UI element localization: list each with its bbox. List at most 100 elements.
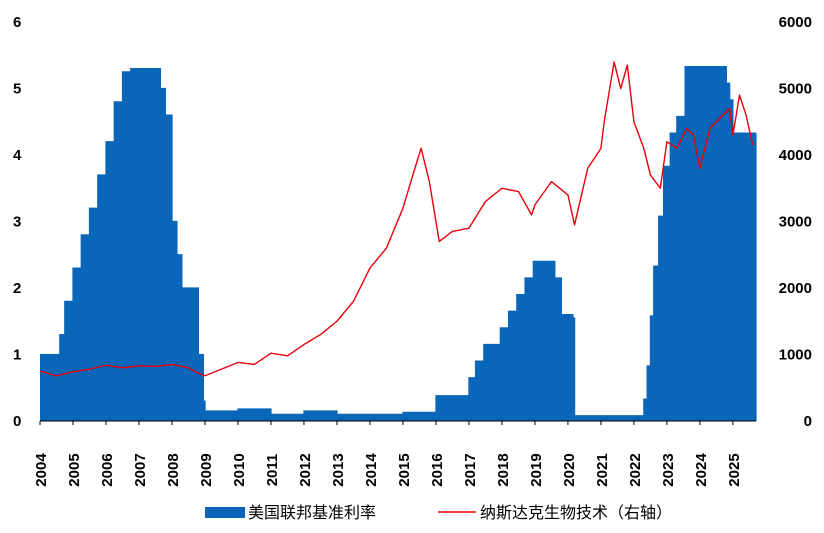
rate-bar xyxy=(551,261,556,421)
left-tick-label: 4 xyxy=(13,147,22,164)
rate-bar xyxy=(171,221,178,421)
x-tick-label: 2021 xyxy=(594,453,611,486)
rate-bar xyxy=(670,133,678,421)
legend: 美国联邦基准利率 纳斯达克生物技术（右轴） xyxy=(205,503,672,522)
x-tick-label: 2025 xyxy=(726,453,743,486)
rate-bar xyxy=(554,278,562,421)
left-tick-label: 3 xyxy=(13,214,21,231)
rate-bar xyxy=(483,344,501,421)
rate-bar xyxy=(122,71,132,422)
rate-bar xyxy=(435,395,467,421)
x-tick-label: 2011 xyxy=(264,454,281,487)
rate-bar xyxy=(237,409,272,421)
rate-bar xyxy=(732,133,750,421)
right-axis-ticks: 0 1000 2000 3000 4000 5000 6000 xyxy=(779,14,812,430)
x-tick-label: 2004 xyxy=(33,453,50,487)
rate-bar xyxy=(369,414,404,421)
rate-bar xyxy=(647,365,652,421)
rate-bar xyxy=(130,68,157,422)
rate-bar xyxy=(97,174,107,421)
rate-bar xyxy=(640,415,645,421)
rate-bar xyxy=(198,354,204,421)
rate-bar xyxy=(685,66,724,421)
rate-bar xyxy=(468,377,477,421)
rate-bar xyxy=(726,83,731,422)
rate-bar xyxy=(561,314,574,421)
rate-bar xyxy=(165,115,173,421)
rate-bar xyxy=(204,411,239,421)
x-tick-label: 2012 xyxy=(297,453,314,486)
right-tick-label: 5000 xyxy=(779,81,812,98)
right-tick-label: 1000 xyxy=(779,347,812,364)
rate-bar xyxy=(402,412,435,421)
rate-bar xyxy=(176,254,183,421)
x-tick-label: 2008 xyxy=(165,453,182,486)
rate-bar xyxy=(653,266,660,421)
left-axis-ticks: 0 1 2 3 4 5 6 xyxy=(13,14,22,430)
rate-bar xyxy=(658,216,665,421)
rate-bar xyxy=(303,411,338,421)
right-tick-label: 0 xyxy=(804,413,812,430)
nasdaq-biotech-line xyxy=(39,61,754,377)
left-tick-label: 1 xyxy=(13,347,21,364)
x-tick-label: 2014 xyxy=(363,453,380,487)
rate-bar xyxy=(729,99,734,421)
legend-label-nasdaq: 纳斯达克生物技术（右轴） xyxy=(480,503,672,522)
rate-bar xyxy=(114,101,124,422)
rate-bar xyxy=(59,334,66,421)
legend-swatch-rate xyxy=(205,507,245,518)
rate-bar xyxy=(53,354,61,421)
rate-bar xyxy=(643,399,648,421)
right-tick-label: 3000 xyxy=(779,214,812,231)
rate-bar xyxy=(160,88,166,421)
rate-bar xyxy=(749,133,757,421)
left-tick-label: 5 xyxy=(13,81,21,98)
rate-bar xyxy=(336,414,371,421)
rate-bar xyxy=(465,395,470,421)
x-tick-label: 2005 xyxy=(66,453,83,486)
rate-bar xyxy=(723,66,727,421)
rate-bar xyxy=(81,234,91,421)
right-tick-label: 2000 xyxy=(779,280,812,297)
legend-label-rate: 美国联邦基准利率 xyxy=(248,503,376,522)
left-tick-label: 2 xyxy=(13,280,21,297)
rate-bar xyxy=(105,141,115,421)
rate-bar xyxy=(525,278,534,421)
rate-bar xyxy=(155,68,162,422)
rate-bar xyxy=(475,361,485,421)
x-tick-label: 2006 xyxy=(99,453,116,486)
x-tick-label: 2022 xyxy=(627,453,644,486)
rate-bar xyxy=(574,415,642,421)
rate-bar xyxy=(676,116,686,422)
rate-bars xyxy=(40,66,757,422)
rate-bar xyxy=(73,268,82,421)
x-tick-label: 2015 xyxy=(396,453,413,486)
x-tick-label: 2024 xyxy=(693,453,710,487)
right-tick-label: 4000 xyxy=(779,147,812,164)
x-tick-label: 2007 xyxy=(132,453,149,486)
rate-bar xyxy=(650,315,655,421)
rate-bar xyxy=(434,412,437,421)
x-tick-label: 2009 xyxy=(198,453,215,486)
rate-bar xyxy=(508,311,518,421)
rate-bar xyxy=(270,414,305,421)
rate-bar xyxy=(64,301,74,421)
rate-bar xyxy=(89,208,99,421)
x-tick-label: 2019 xyxy=(528,453,545,486)
rate-bar xyxy=(533,261,553,421)
left-tick-label: 6 xyxy=(13,14,21,31)
rate-area-outline xyxy=(40,65,756,417)
x-tick-label: 2020 xyxy=(561,453,578,486)
x-tick-label: 2023 xyxy=(660,453,677,486)
x-tick-label: 2016 xyxy=(429,453,446,486)
rate-bar xyxy=(181,288,199,421)
right-tick-label: 6000 xyxy=(779,14,812,31)
rate-bar xyxy=(516,294,526,421)
x-tick-label: 2017 xyxy=(462,453,479,486)
x-tick-label: 2010 xyxy=(231,453,248,486)
rate-bar xyxy=(500,327,510,421)
rate-bar xyxy=(663,166,671,421)
x-tick-label: 2013 xyxy=(330,453,347,486)
x-tick-label: 2018 xyxy=(495,453,512,486)
